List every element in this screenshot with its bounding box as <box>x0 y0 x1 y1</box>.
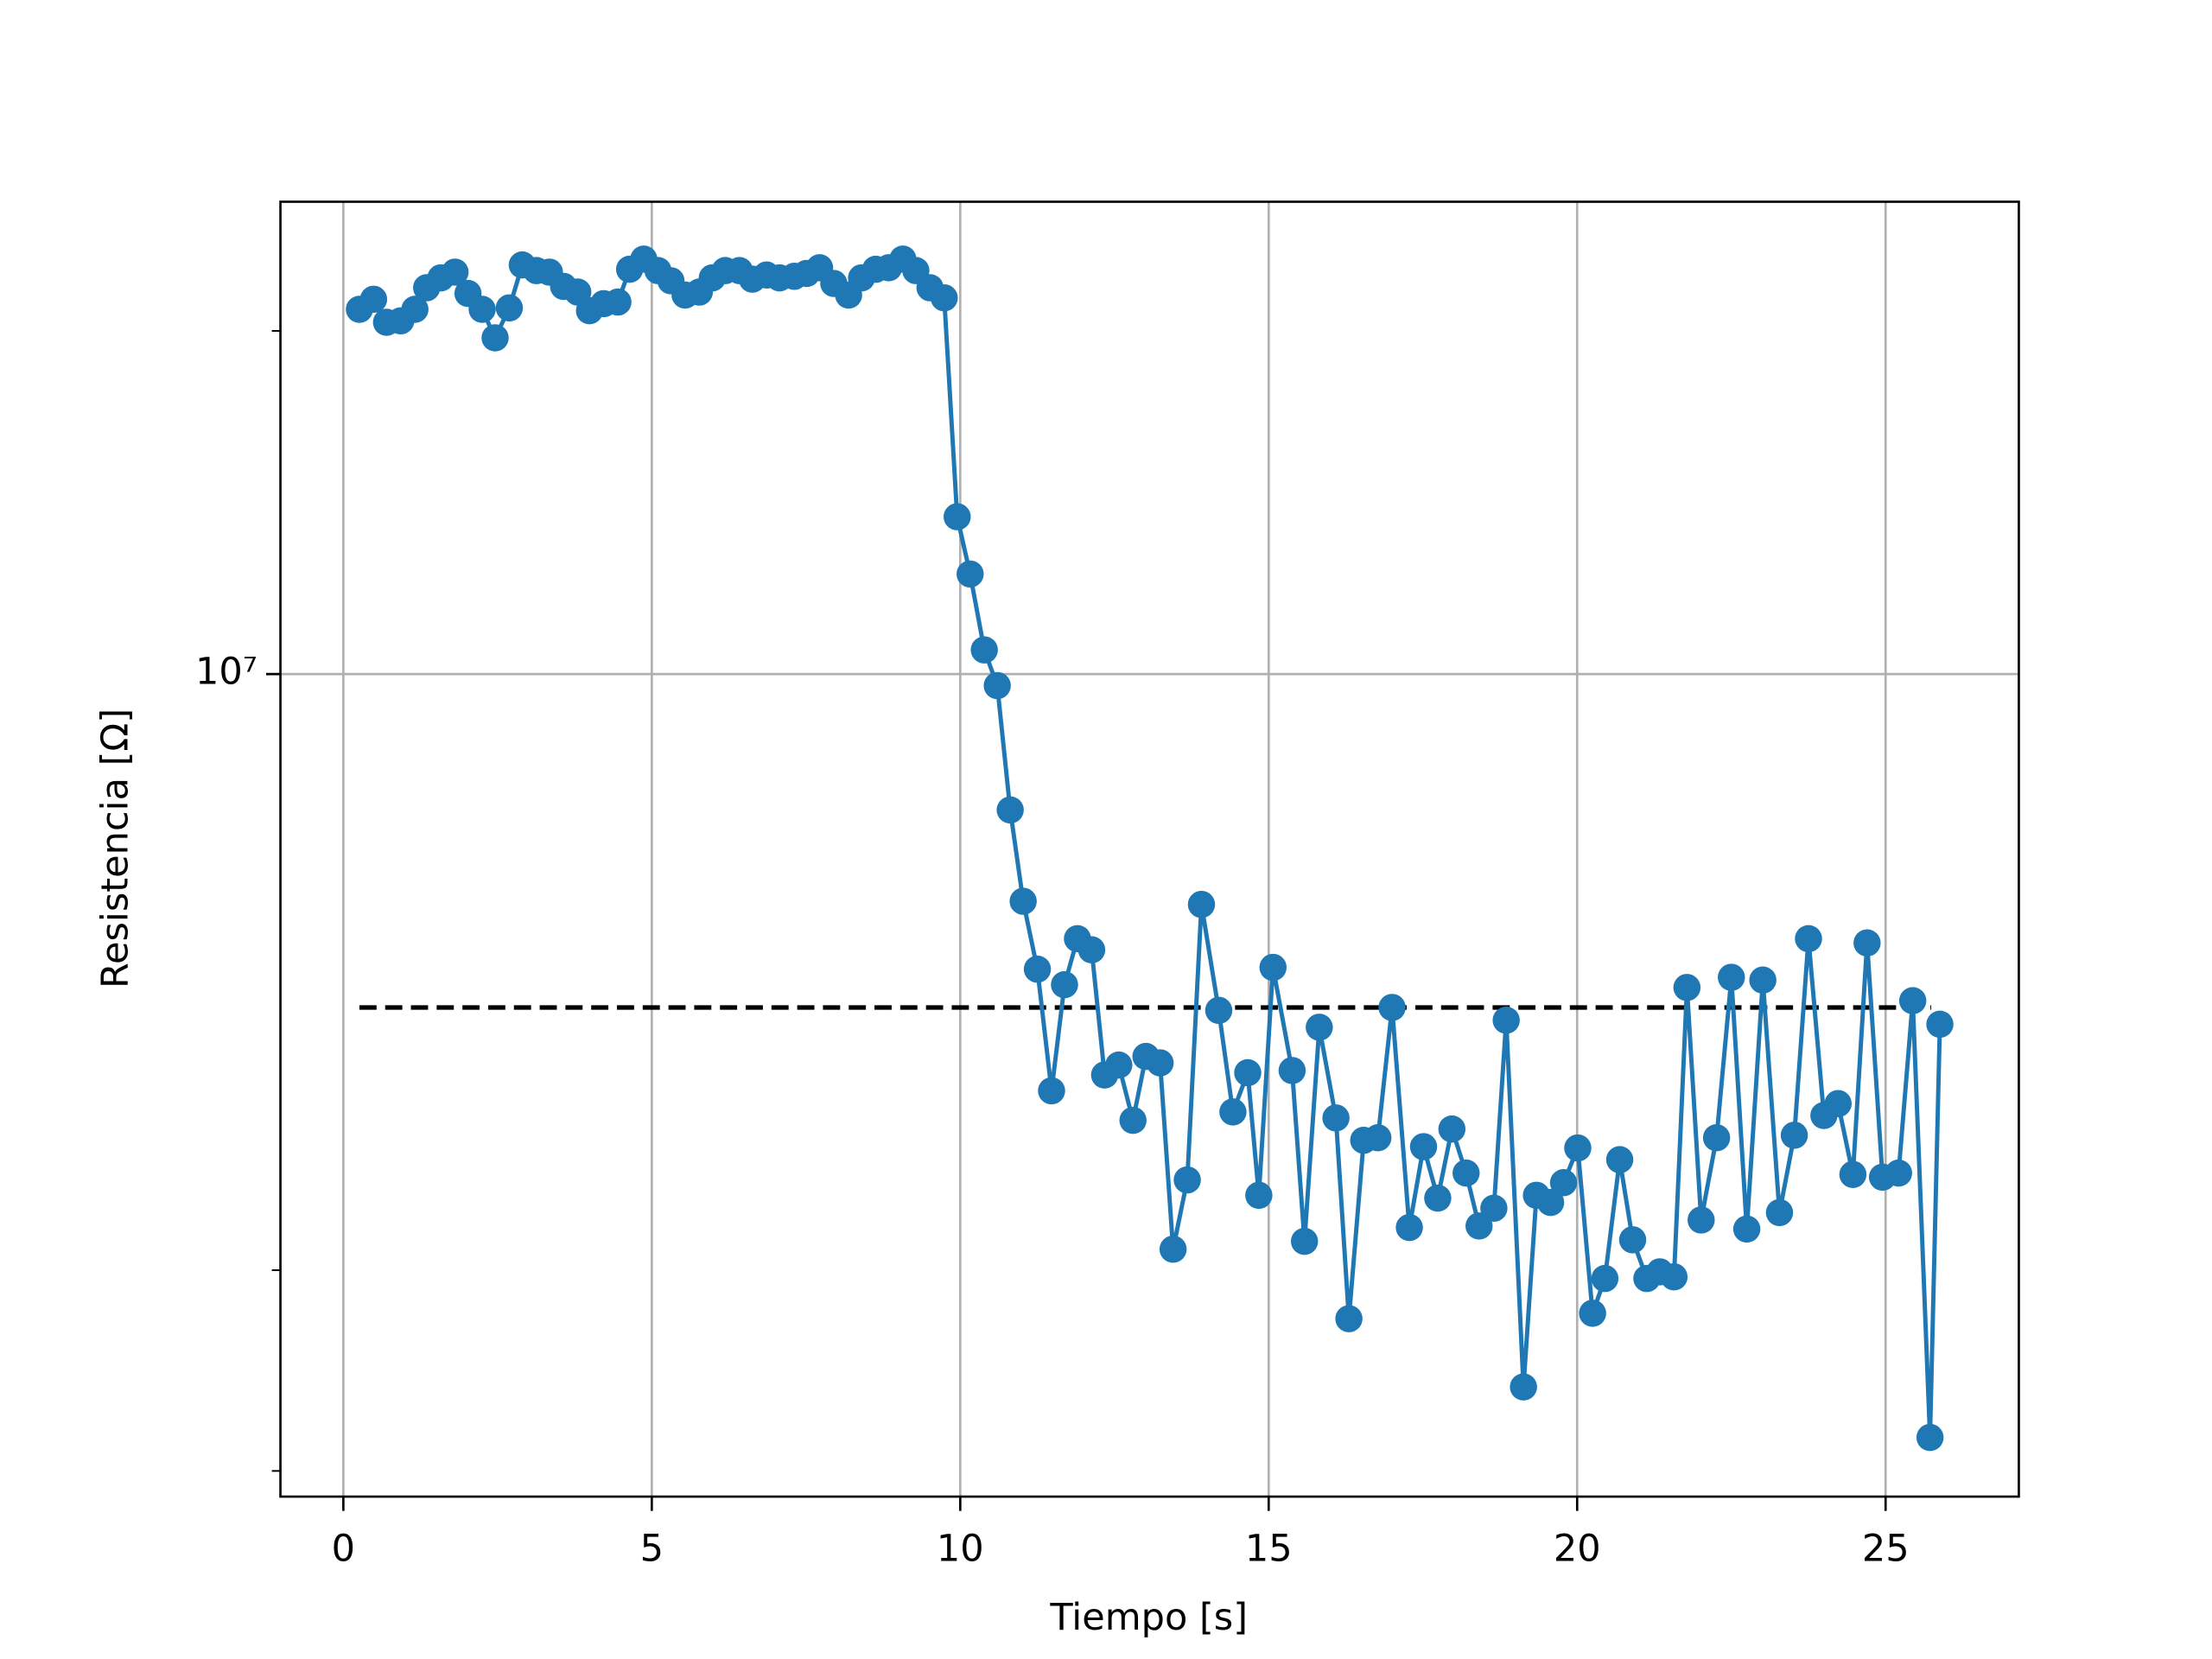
data-point <box>1660 1262 1688 1291</box>
data-point <box>1105 1051 1133 1079</box>
data-point <box>1688 1206 1715 1234</box>
data-point <box>1839 1160 1867 1188</box>
data-point <box>1009 887 1037 915</box>
data-point <box>1245 1181 1273 1210</box>
data-point <box>1926 1010 1954 1039</box>
data-point <box>1536 1188 1565 1217</box>
data-point <box>1492 1007 1520 1034</box>
data-point <box>1795 925 1822 953</box>
data-point <box>604 288 632 316</box>
data-point <box>1119 1106 1147 1135</box>
data-point <box>468 296 496 323</box>
data-point <box>1378 994 1406 1021</box>
data-point <box>1173 1166 1201 1194</box>
data-point <box>1234 1058 1262 1087</box>
data-point <box>401 296 429 323</box>
data-point <box>1564 1134 1592 1162</box>
data-point <box>1465 1212 1493 1240</box>
data-point <box>1051 970 1078 999</box>
x-axis-label: Tiempo [s] <box>1049 1596 1248 1639</box>
data-point <box>1290 1227 1319 1255</box>
x-tick-label: 0 <box>332 1527 355 1570</box>
data-point <box>1718 963 1745 991</box>
data-point <box>1702 1124 1731 1152</box>
data-point <box>1259 953 1287 982</box>
y-tick-label: 10⁷ <box>195 651 257 694</box>
data-point <box>1278 1057 1306 1084</box>
data-point <box>1480 1194 1508 1223</box>
data-point <box>441 258 469 286</box>
data-point <box>1363 1124 1392 1152</box>
data-point <box>1732 1215 1761 1243</box>
data-point <box>1205 996 1233 1025</box>
data-point <box>1395 1213 1423 1242</box>
data-point <box>983 671 1011 700</box>
data-point <box>1765 1198 1794 1227</box>
data-point <box>1824 1090 1852 1117</box>
data-point <box>970 636 998 664</box>
data-point <box>1510 1373 1537 1401</box>
x-tick-label: 15 <box>1245 1527 1293 1570</box>
data-point <box>1023 955 1052 983</box>
data-point <box>1335 1305 1363 1332</box>
data-point <box>1077 936 1106 963</box>
data-point <box>1579 1300 1606 1327</box>
data-point <box>1853 929 1881 957</box>
data-point <box>1159 1235 1187 1263</box>
data-point <box>1916 1423 1944 1452</box>
data-point <box>944 503 971 531</box>
data-point <box>481 324 509 352</box>
data-point <box>359 285 388 314</box>
data-point <box>1605 1146 1634 1173</box>
data-point <box>1749 966 1777 995</box>
x-tick-label: 10 <box>937 1527 984 1570</box>
data-point <box>1898 987 1927 1014</box>
x-tick-label: 20 <box>1554 1527 1601 1570</box>
data-point <box>1438 1115 1466 1143</box>
data-point <box>957 560 984 588</box>
plot-frame <box>279 200 2020 1498</box>
data-point <box>1409 1133 1438 1160</box>
x-tick-label: 25 <box>1862 1527 1910 1570</box>
data-point <box>1322 1104 1350 1132</box>
data-point <box>1591 1264 1619 1293</box>
data-point <box>1424 1184 1452 1212</box>
y-axis-label: Resistencia [Ω] <box>93 709 137 988</box>
data-point <box>1618 1226 1647 1254</box>
x-tick-label: 5 <box>640 1527 664 1570</box>
data-point <box>495 294 524 322</box>
data-point <box>1549 1169 1578 1197</box>
data-point <box>1780 1122 1808 1149</box>
data-point <box>996 796 1024 824</box>
data-point <box>1885 1159 1912 1187</box>
data-point <box>1038 1077 1065 1105</box>
data-point <box>931 283 958 312</box>
data-point <box>1219 1098 1247 1126</box>
data-point <box>1187 890 1216 918</box>
data-point <box>1452 1159 1480 1187</box>
data-point <box>1306 1014 1333 1041</box>
data-point <box>1673 974 1701 1001</box>
data-point <box>1146 1049 1174 1077</box>
